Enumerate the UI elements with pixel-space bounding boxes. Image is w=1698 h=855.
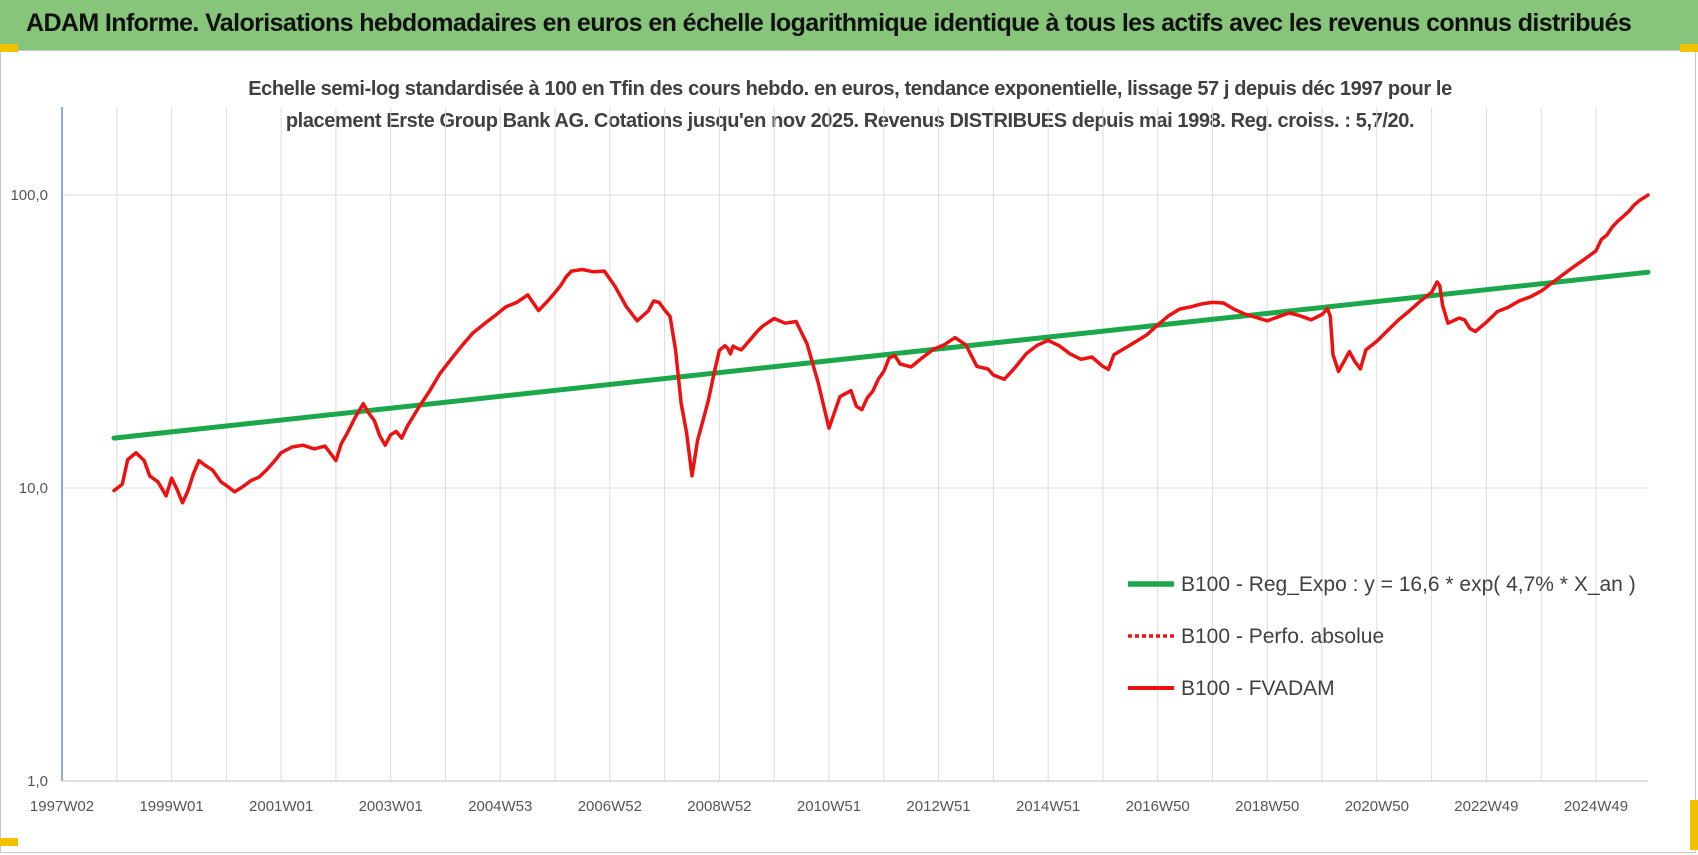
y-tick-label: 10,0 <box>19 480 48 497</box>
x-tick-label: 2001W01 <box>249 798 313 815</box>
x-tick-label: 2018W50 <box>1235 798 1299 815</box>
regression-trend-line <box>114 272 1648 438</box>
x-tick-label: 2016W50 <box>1126 798 1190 815</box>
x-tick-label: 2014W51 <box>1016 798 1080 815</box>
legend-label: B100 - FVADAM <box>1181 677 1335 700</box>
fvadam-series-line <box>114 195 1648 503</box>
x-tick-label: 2006W52 <box>578 798 642 815</box>
x-tick-label: 2010W51 <box>797 798 861 815</box>
y-tick-label: 1,0 <box>27 773 48 790</box>
x-tick-label: 2008W52 <box>687 798 751 815</box>
x-tick-label: 1999W01 <box>139 798 203 815</box>
x-tick-label: 2022W49 <box>1454 798 1518 815</box>
y-tick-label: 100,0 <box>10 187 48 204</box>
legend-label: B100 - Perfo. absolue <box>1181 625 1384 648</box>
legend-label: B100 - Reg_Expo : y = 16,6 * exp( 4,7% *… <box>1181 573 1636 596</box>
x-tick-label: 2003W01 <box>359 798 423 815</box>
x-tick-label: 2004W53 <box>468 798 532 815</box>
x-tick-label: 2024W49 <box>1564 798 1628 815</box>
x-tick-label: 2020W50 <box>1345 798 1409 815</box>
x-tick-label: 2012W51 <box>906 798 970 815</box>
x-tick-label: 1997W02 <box>30 798 94 815</box>
